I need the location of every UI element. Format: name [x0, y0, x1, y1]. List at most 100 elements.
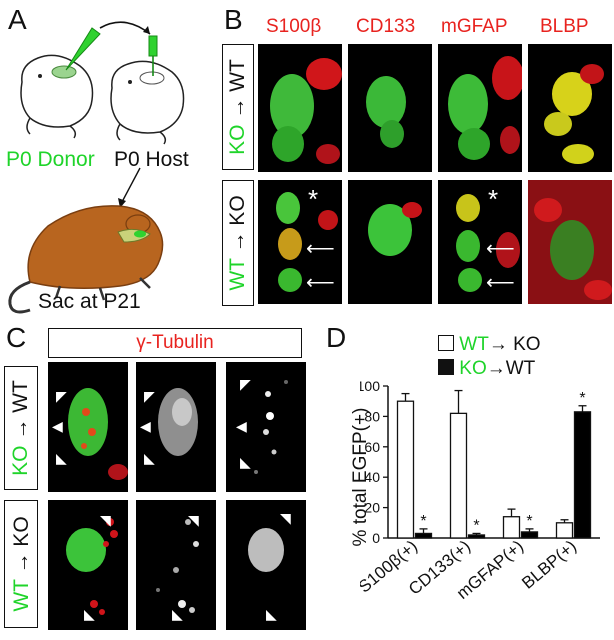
marker-label-s100b: S100β	[266, 16, 322, 37]
donor-needle-icon	[65, 27, 101, 71]
arrowhead-icon: ◀	[236, 418, 247, 434]
b-row2-blbp-image	[528, 180, 612, 304]
bar	[520, 531, 539, 539]
donor-label: P0 Donor	[6, 148, 95, 171]
arrowhead-icon: ◤	[56, 388, 67, 404]
c-row2-label-box: WT → KO	[4, 500, 38, 628]
arrowhead-icon: ◀	[52, 418, 63, 434]
category-label: BLBP(+)	[518, 537, 580, 593]
host-syringe-icon	[148, 35, 158, 76]
c-marker-box: γ-Tubulin	[48, 328, 302, 358]
arrowhead-icon: ◥	[280, 510, 291, 526]
marker-label-cd133: CD133	[356, 16, 416, 37]
arrow-icon: ⟵	[486, 238, 515, 260]
b-row1-from: KO	[226, 124, 249, 155]
b-row1-blbp-image	[528, 44, 612, 172]
transplant-schematic	[8, 21, 185, 314]
c-row1-label-box: KO → WT	[4, 366, 38, 490]
arrowhead-icon: ◀	[140, 418, 151, 434]
b-row1-mgfap-image	[438, 44, 522, 172]
y-tick-label: 60	[364, 439, 380, 455]
marker-label-mgfap: mGFAP	[441, 16, 508, 37]
b-row1-s100b-image	[258, 44, 342, 172]
c-row1-tubulin-image: ◤ ◀ ◣	[226, 362, 306, 492]
b-row2-cd133-image	[348, 180, 432, 304]
bar	[414, 532, 433, 539]
significance-marker: *	[473, 517, 479, 534]
panel-letter-b: B	[224, 4, 243, 35]
legend-filled-arrow: →	[486, 358, 506, 379]
arrowhead-icon: ◤	[144, 388, 155, 404]
b-row1-cd133-image	[348, 44, 432, 172]
sac-label: Sac at P21	[38, 290, 141, 313]
bar	[502, 516, 521, 539]
y-tick-label: 40	[364, 469, 380, 485]
arrow-icon: ⟵	[306, 272, 335, 294]
legend-filled-to: WT	[505, 358, 536, 379]
arrowhead-icon: ◣	[172, 606, 183, 622]
c-row2-egfp-image: ◥ ◣	[136, 500, 216, 630]
c-row2-to: KO	[10, 516, 33, 547]
c-row1-arrow: →	[9, 418, 32, 440]
b-row1-arrow: →	[226, 97, 249, 119]
legend-filled: KO→WT	[438, 358, 535, 380]
legend-filled-from: KO	[459, 358, 487, 379]
arrowhead-icon: ◣	[240, 454, 251, 470]
legend-open: WT→ KO	[438, 334, 541, 356]
arrowhead-icon: ◤	[240, 376, 251, 392]
c-row1-merge-image: ◤ ◀ ◣	[48, 362, 128, 492]
c-row2-tubulin-image: ◥ ◣	[226, 500, 306, 630]
b-row2-from: WT	[226, 258, 249, 291]
legend-open-to: KO	[513, 334, 541, 355]
significance-marker: *	[420, 513, 426, 530]
arrowhead-icon: ◥	[188, 512, 199, 528]
host-pup-icon	[110, 60, 185, 145]
bar	[573, 411, 592, 539]
donor-pup-icon	[20, 54, 94, 139]
adult-mouse-icon	[8, 205, 164, 314]
legend-open-arrow: →	[488, 334, 508, 355]
transfer-arrow-icon	[99, 21, 151, 35]
c-row1-egfp-image: ◤ ◀ ◣	[136, 362, 216, 492]
bar-chart: 020406080100*S100β(+)*CD133(+)*mGFAP(+)*…	[360, 380, 600, 603]
bar	[449, 412, 468, 539]
legend-open-swatch	[438, 335, 454, 351]
b-row2-mgfap-asterisk: *	[488, 184, 499, 214]
legend-filled-swatch	[438, 359, 454, 375]
arrow-icon: ⟵	[486, 272, 515, 294]
significance-marker: *	[579, 390, 585, 407]
arrowhead-icon: ◣	[144, 450, 155, 466]
b-row1-to: WT	[226, 59, 249, 92]
bar	[467, 534, 486, 539]
b-row2-label-box: WT → KO	[222, 180, 254, 306]
y-tick-label: 0	[372, 530, 380, 546]
c-row2-arrow: →	[10, 552, 33, 574]
b-row2-s100b-image: * ⟵ ⟵	[258, 180, 342, 304]
panel-letter-d: D	[326, 322, 347, 353]
marker-label-blbp: BLBP	[540, 16, 589, 37]
y-tick-label: 20	[364, 500, 380, 516]
y-tick-label: 80	[364, 408, 380, 424]
c-row1-to: WT	[9, 380, 32, 413]
bar	[396, 400, 415, 539]
arrowhead-icon: ◣	[266, 606, 277, 622]
host-label: P0 Host	[114, 148, 189, 171]
c-row2-from: WT	[10, 579, 33, 612]
b-row2-arrow: →	[226, 231, 249, 253]
legend-open-from: WT	[459, 334, 489, 355]
c-row1-from: KO	[9, 445, 32, 476]
significance-marker: *	[526, 513, 532, 530]
c-row2-merge-image: ◥ ◣	[48, 500, 128, 630]
bar	[555, 522, 574, 539]
panel-letter-c: C	[6, 322, 27, 353]
arrowhead-icon: ◣	[56, 450, 67, 466]
arrowhead-icon: ◣	[84, 606, 95, 622]
b-row1-label-box: KO → WT	[222, 44, 254, 170]
arrowhead-icon: ◥	[100, 512, 111, 528]
b-row2-to: KO	[226, 195, 249, 226]
b-row2-s100b-asterisk: *	[308, 184, 319, 214]
c-marker-label: γ-Tubulin	[136, 332, 214, 353]
y-tick-label: 100	[360, 380, 380, 394]
panel-letter-a: A	[8, 4, 27, 35]
b-row2-mgfap-image: * ⟵ ⟵	[438, 180, 522, 304]
